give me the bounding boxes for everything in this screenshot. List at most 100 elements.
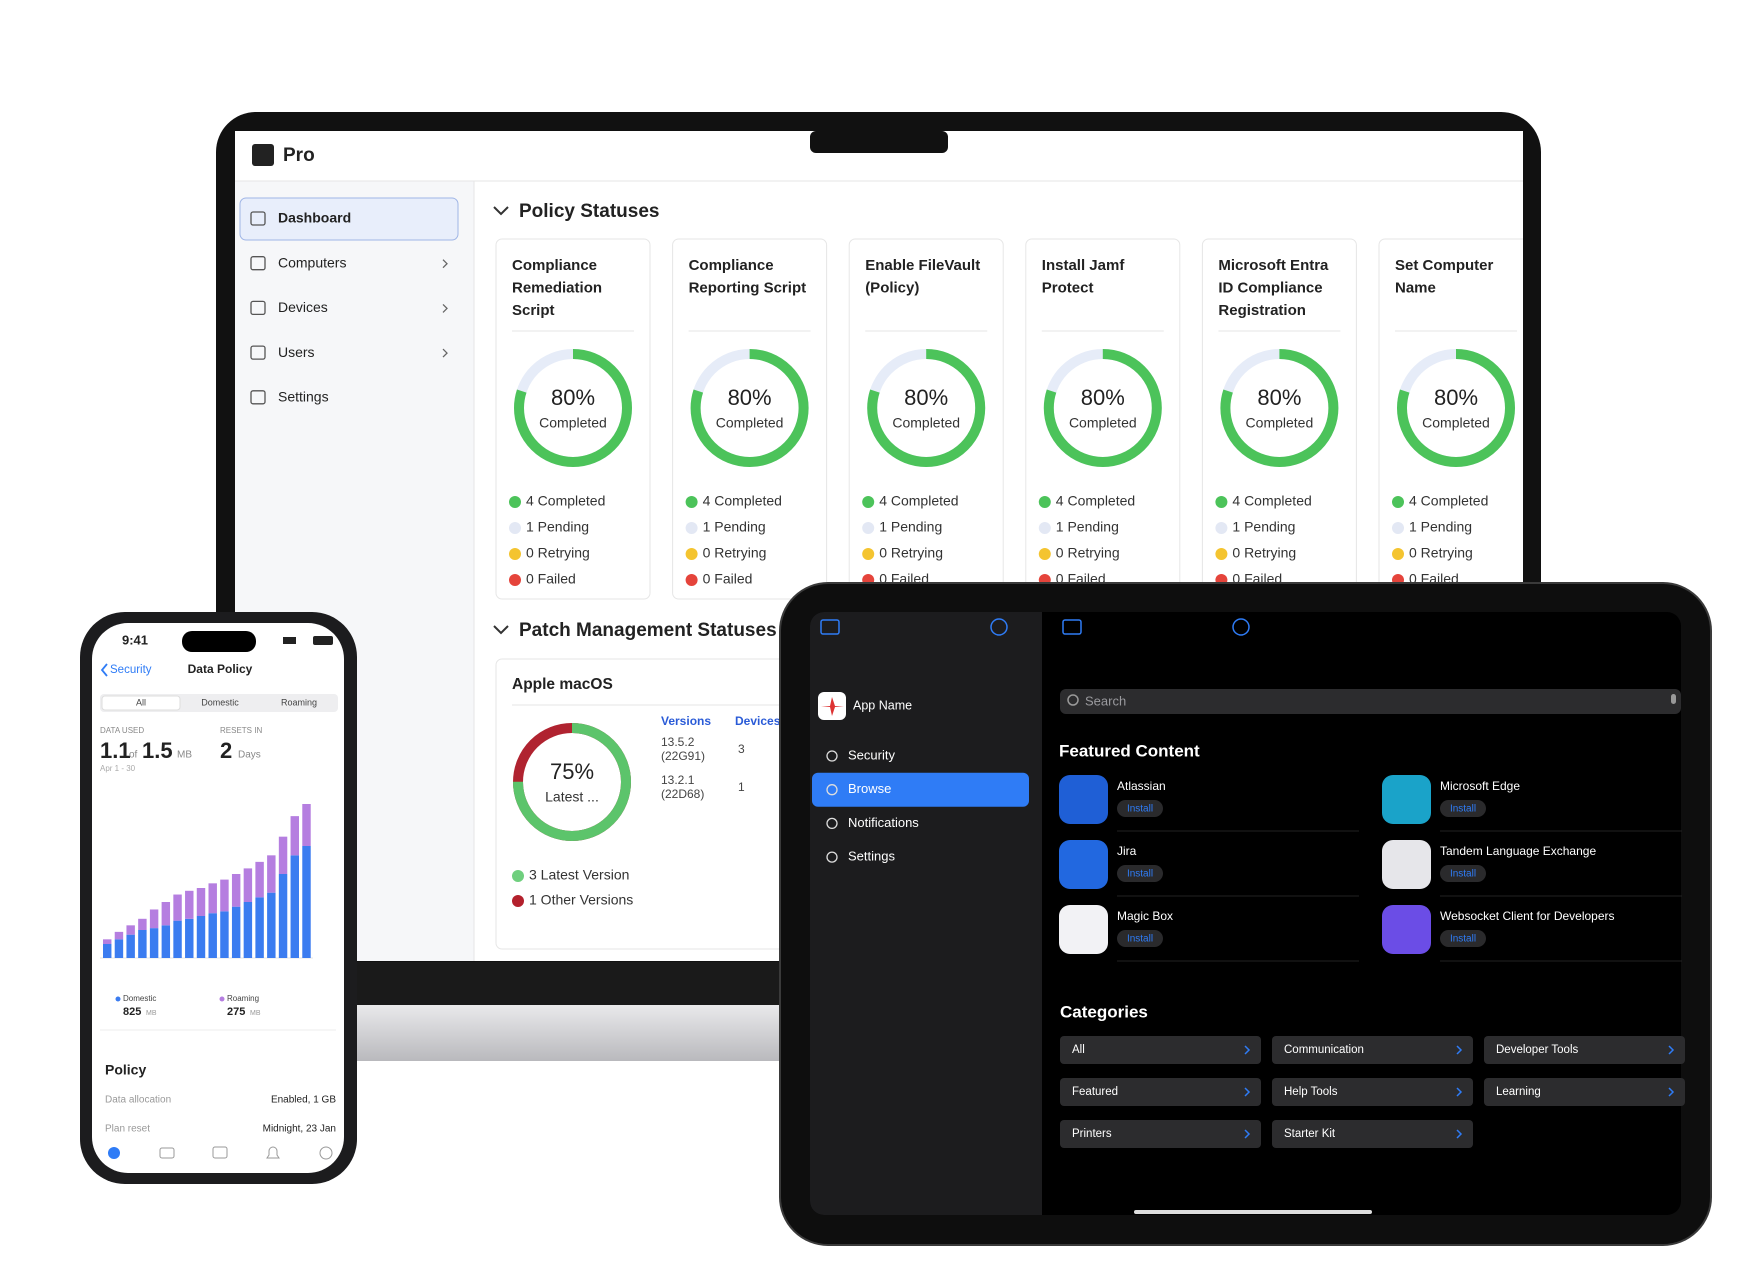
legend-dot	[1038, 522, 1051, 534]
nav-icon	[250, 390, 266, 405]
bar-segment	[278, 874, 288, 958]
column-header: Devices	[735, 714, 781, 728]
ring-value: 80%	[1257, 385, 1301, 410]
unit: MB	[146, 1010, 157, 1017]
tab-icon[interactable]	[212, 1146, 228, 1159]
device-count: 3	[738, 742, 745, 756]
install-label: Install	[1450, 804, 1476, 815]
tab-icon[interactable]	[319, 1146, 333, 1160]
app-icon-glyph	[821, 697, 844, 716]
unit: MB	[177, 750, 192, 761]
tab-icon[interactable]	[108, 1147, 120, 1159]
policy-title: (Policy)	[865, 279, 919, 296]
category-button[interactable]	[1272, 1078, 1473, 1106]
nav-item[interactable]: Devices	[278, 299, 328, 315]
app-icon	[1059, 775, 1108, 824]
nav-item[interactable]: Users	[278, 344, 315, 360]
category-button[interactable]	[1484, 1078, 1685, 1106]
install-button[interactable]	[1117, 800, 1163, 817]
legend-label: 3 Latest Version	[529, 867, 629, 883]
install-button[interactable]	[1440, 800, 1486, 817]
ring-arc	[690, 349, 809, 467]
category-label: All	[1072, 1044, 1085, 1056]
bar-segment	[114, 931, 124, 940]
bar-segment	[243, 868, 253, 902]
nav-item[interactable]: Browse	[848, 781, 891, 796]
caption: RESETS IN	[220, 726, 262, 735]
nav-icon	[250, 345, 266, 360]
install-button[interactable]	[1440, 865, 1486, 882]
nav-item[interactable]: Settings	[278, 389, 329, 405]
bar-segment	[208, 913, 217, 958]
brand-logo	[252, 144, 274, 166]
total: 275	[227, 1006, 245, 1018]
ring-value: 80%	[1434, 385, 1478, 410]
featured-title: Featured Content	[1059, 741, 1200, 760]
section-title: Patch Management Statuses	[519, 620, 777, 641]
nav-active	[239, 197, 459, 241]
ring-value: 80%	[728, 385, 772, 410]
app-icon	[1382, 775, 1431, 824]
bar-segment	[126, 925, 135, 935]
nav-item[interactable]: Dashboard	[278, 210, 351, 226]
legend-label: 0 Failed	[526, 571, 576, 587]
ring-caption: Completed	[716, 415, 784, 431]
legend-dot	[115, 996, 121, 1002]
category-label: Communication	[1284, 1044, 1364, 1056]
nav-item[interactable]: Settings	[848, 849, 895, 864]
category-button[interactable]	[1272, 1120, 1473, 1148]
tab-icon[interactable]	[266, 1146, 280, 1159]
legend-label: 4 Completed	[879, 493, 958, 509]
legend-label: 4 Completed	[703, 493, 782, 509]
search-icon	[1067, 694, 1079, 706]
policy-title: Policy	[105, 1062, 146, 1078]
category-button[interactable]	[1272, 1036, 1473, 1064]
category-button[interactable]	[1060, 1120, 1261, 1148]
legend-dot	[862, 548, 875, 560]
legend-dot	[685, 496, 698, 508]
bar-segment	[220, 911, 229, 958]
patch-title: Apple macOS	[512, 676, 613, 693]
nav-chevron	[442, 303, 448, 313]
legend-dot	[509, 574, 521, 586]
nav-item[interactable]: Security	[848, 747, 895, 762]
legend-dot	[1215, 496, 1228, 508]
legend-dot	[219, 996, 225, 1002]
home-indicator	[1134, 1210, 1372, 1214]
sidebar-toggle[interactable]	[1062, 619, 1082, 635]
legend-dot	[1392, 548, 1404, 560]
ring-arc	[513, 723, 631, 841]
tab-icon[interactable]	[159, 1147, 175, 1159]
legend-label: 1 Other Versions	[529, 892, 633, 908]
more-button[interactable]	[1232, 618, 1250, 636]
install-button[interactable]	[1440, 930, 1486, 947]
version: (22G91)	[661, 749, 705, 763]
category-button[interactable]	[1060, 1078, 1261, 1106]
legend-dot	[1038, 548, 1051, 560]
sidebar-toggle[interactable]	[820, 619, 840, 635]
ring-value: 80%	[551, 385, 595, 410]
tablet-sidebar	[810, 612, 1042, 1215]
category-button[interactable]	[1484, 1036, 1685, 1064]
legend-dot	[1392, 496, 1404, 508]
nav-item[interactable]: Notifications	[848, 815, 919, 830]
legend-label: 0 Retrying	[703, 545, 767, 561]
nav-icon	[250, 211, 266, 226]
more-button[interactable]	[990, 618, 1008, 636]
bar-segment	[173, 920, 182, 958]
bar-segment	[243, 902, 253, 958]
search-field[interactable]	[1060, 689, 1681, 714]
version: 13.2.1	[661, 773, 695, 787]
ring-arc	[1220, 349, 1339, 467]
category-button[interactable]	[1060, 1036, 1261, 1064]
install-button[interactable]	[1117, 865, 1163, 882]
app-icon	[1059, 905, 1108, 954]
legend-dot	[1215, 548, 1228, 560]
nav-item[interactable]: Computers	[278, 254, 346, 270]
legend-label: 4 Completed	[1056, 493, 1135, 509]
total: 825	[123, 1006, 141, 1018]
install-button[interactable]	[1117, 930, 1163, 947]
total-value: 1.5	[142, 738, 173, 763]
mic-icon	[1671, 694, 1676, 704]
category-label: Learning	[1496, 1086, 1541, 1098]
